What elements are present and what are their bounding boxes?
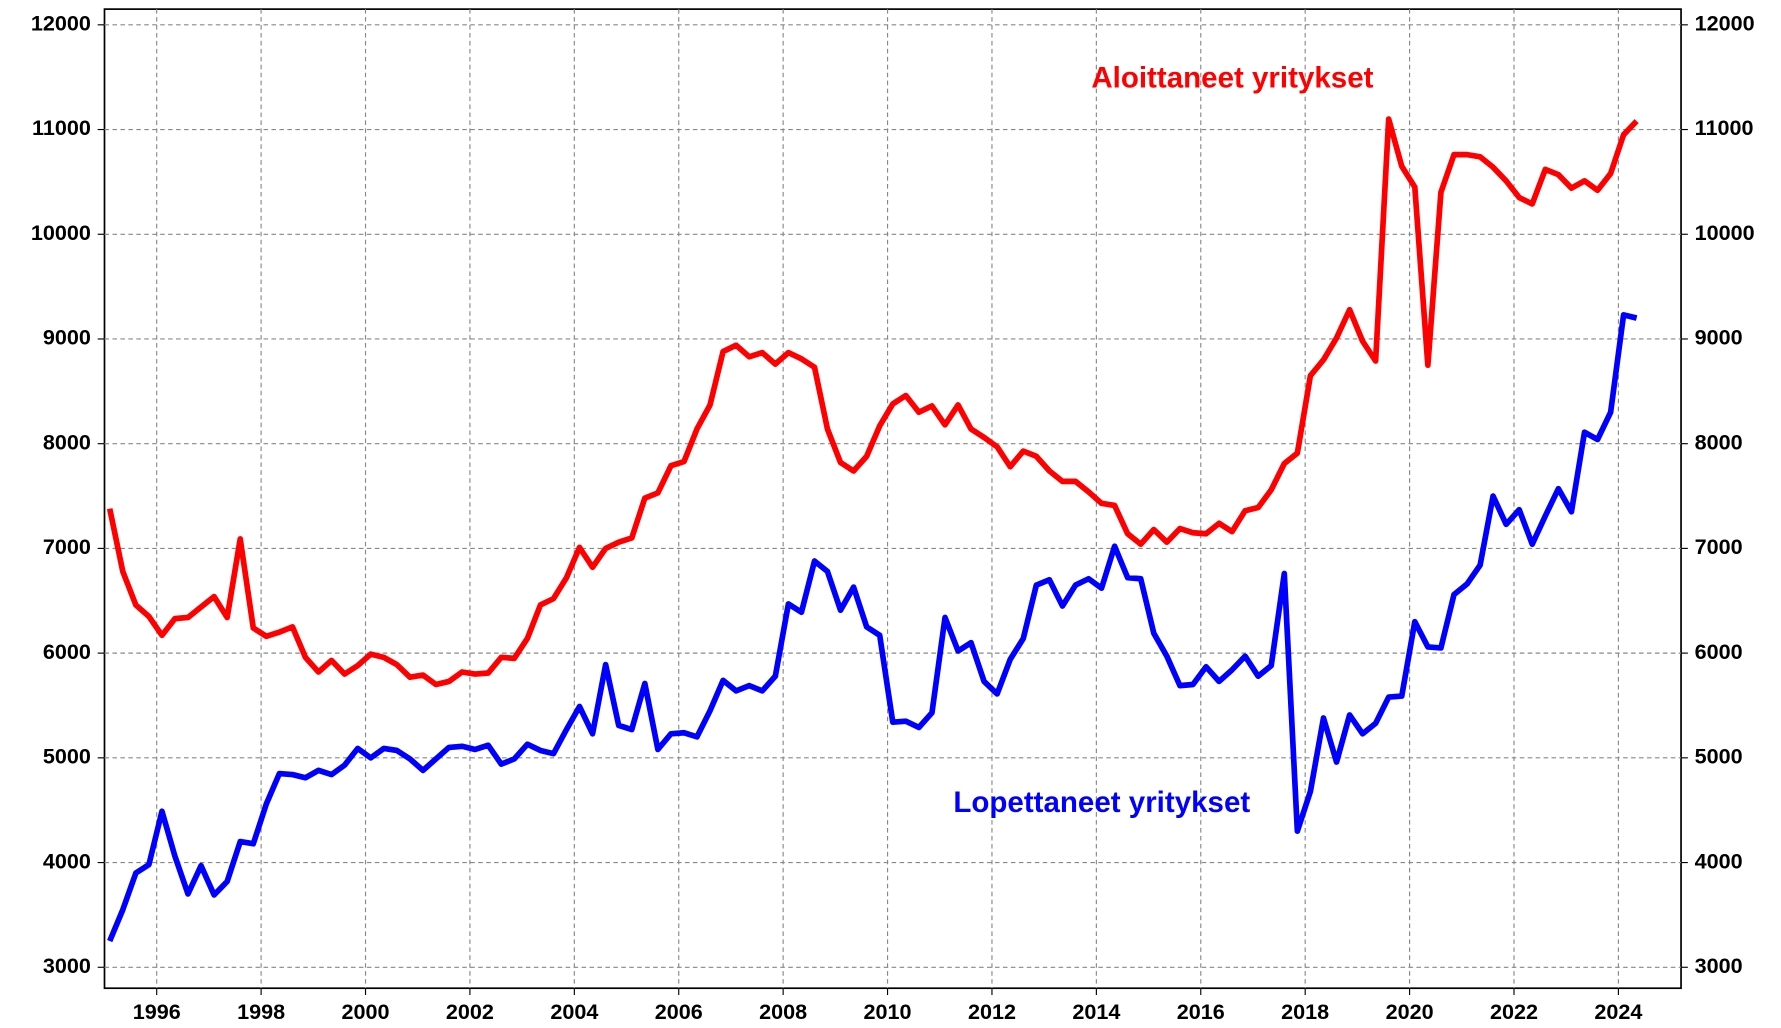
y-tick-label: 7000: [43, 534, 91, 559]
y-tick-label: 3000: [43, 953, 91, 978]
y2-tick-label: 11000: [1695, 115, 1754, 140]
y-tick-label: 10000: [31, 220, 91, 245]
y-tick-label: 12000: [31, 11, 91, 36]
y-tick-label: 11000: [32, 115, 91, 140]
y2-tick-label: 7000: [1695, 534, 1743, 559]
x-tick-label: 2002: [446, 999, 494, 1024]
y-tick-label: 8000: [43, 429, 91, 454]
line-series: [107, 312, 1638, 943]
x-tick-label: 2022: [1490, 999, 1538, 1024]
x-tick-label: 2024: [1594, 999, 1642, 1024]
y-tick-label: 9000: [43, 325, 91, 350]
y2-tick-label: 12000: [1695, 11, 1755, 36]
x-tick-label: 2012: [968, 999, 1016, 1024]
y2-tick-label: 4000: [1695, 848, 1743, 873]
x-tick-label: 2008: [759, 999, 807, 1024]
x-tick-label: 1998: [237, 999, 285, 1024]
y-tick-label: 5000: [43, 744, 91, 769]
x-tick-label: 1996: [133, 999, 181, 1024]
x-tick-label: 2010: [864, 999, 912, 1024]
x-tick-label: 2018: [1281, 999, 1329, 1024]
x-tick-label: 2020: [1386, 999, 1434, 1024]
series-label: Lopettaneet yritykset: [953, 786, 1250, 819]
y-tick-label: 6000: [43, 639, 91, 664]
x-tick-label: 2000: [342, 999, 390, 1024]
plot-frame: [103, 8, 1682, 990]
y2-tick-label: 3000: [1695, 953, 1743, 978]
y2-tick-label: 5000: [1695, 744, 1743, 769]
y-tick-label: 4000: [43, 848, 91, 873]
x-tick-label: 2014: [1072, 999, 1120, 1024]
y2-tick-label: 8000: [1695, 429, 1743, 454]
y2-tick-label: 10000: [1695, 220, 1755, 245]
x-tick-label: 2016: [1177, 999, 1225, 1024]
y2-tick-label: 6000: [1695, 639, 1743, 664]
line-series: [106, 116, 1639, 688]
x-tick-label: 2004: [550, 999, 598, 1024]
x-tick-label: 2006: [655, 999, 703, 1024]
y2-tick-label: 9000: [1695, 325, 1743, 350]
series-label: Aloittaneet yritykset: [1091, 61, 1373, 94]
